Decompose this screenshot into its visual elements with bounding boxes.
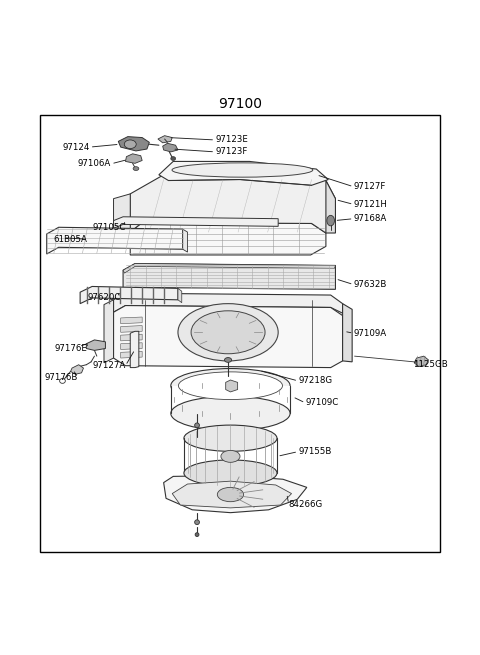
Text: 97218G: 97218G [298,377,332,385]
Text: 97121H: 97121H [354,200,387,209]
Ellipse shape [217,487,243,502]
Ellipse shape [327,215,335,226]
Polygon shape [123,263,336,273]
Ellipse shape [195,533,199,536]
Polygon shape [120,351,142,358]
Polygon shape [178,288,182,303]
Text: 97620C: 97620C [87,293,120,302]
Polygon shape [120,343,142,350]
Polygon shape [114,293,343,313]
Ellipse shape [171,157,176,160]
Ellipse shape [178,304,278,361]
Polygon shape [130,175,336,233]
Text: 97176E: 97176E [54,344,87,353]
Polygon shape [120,326,142,332]
Text: 97124: 97124 [62,143,90,151]
Text: 97109C: 97109C [305,398,338,407]
Polygon shape [118,137,149,151]
Polygon shape [326,181,336,233]
Polygon shape [183,229,188,252]
Polygon shape [171,386,290,413]
Text: 97123F: 97123F [215,147,248,157]
Ellipse shape [221,451,240,462]
Ellipse shape [171,396,290,430]
Ellipse shape [184,460,277,486]
Polygon shape [184,438,277,473]
Polygon shape [114,217,278,228]
Ellipse shape [171,369,290,403]
Text: 97127A: 97127A [92,361,125,370]
Ellipse shape [184,425,277,451]
Polygon shape [120,317,142,324]
Text: 97127F: 97127F [354,182,386,191]
Text: 97109A: 97109A [354,329,387,338]
Ellipse shape [179,372,282,400]
Text: 97105C: 97105C [92,223,125,232]
Polygon shape [158,136,172,143]
Text: 1125GB: 1125GB [413,360,447,369]
Polygon shape [130,223,326,255]
Polygon shape [130,331,139,367]
Text: 97123E: 97123E [215,136,248,145]
Text: 61B05A: 61B05A [53,234,87,244]
Polygon shape [114,305,343,367]
Polygon shape [47,227,183,254]
Polygon shape [414,356,429,367]
Ellipse shape [225,358,232,362]
Polygon shape [343,304,352,362]
Bar [39,115,441,552]
Polygon shape [120,334,142,341]
Text: 97155B: 97155B [298,447,332,456]
Polygon shape [164,476,307,513]
Text: 97632B: 97632B [354,280,387,289]
Ellipse shape [191,310,265,354]
Polygon shape [125,154,142,163]
Polygon shape [114,194,130,237]
Text: 97106A: 97106A [78,159,111,168]
Text: 97176B: 97176B [44,373,78,382]
Polygon shape [159,161,328,185]
Ellipse shape [172,163,313,177]
Ellipse shape [133,166,139,170]
Polygon shape [86,340,106,350]
Polygon shape [226,380,238,392]
Ellipse shape [124,140,136,149]
Text: 97168A: 97168A [354,214,387,223]
Ellipse shape [195,423,199,428]
Polygon shape [80,286,178,304]
Text: 84266G: 84266G [288,500,323,508]
Polygon shape [104,300,114,363]
Polygon shape [71,365,84,374]
Text: 97100: 97100 [218,97,262,111]
Ellipse shape [195,520,199,525]
Polygon shape [172,481,291,508]
Polygon shape [123,263,336,294]
Polygon shape [163,143,178,152]
